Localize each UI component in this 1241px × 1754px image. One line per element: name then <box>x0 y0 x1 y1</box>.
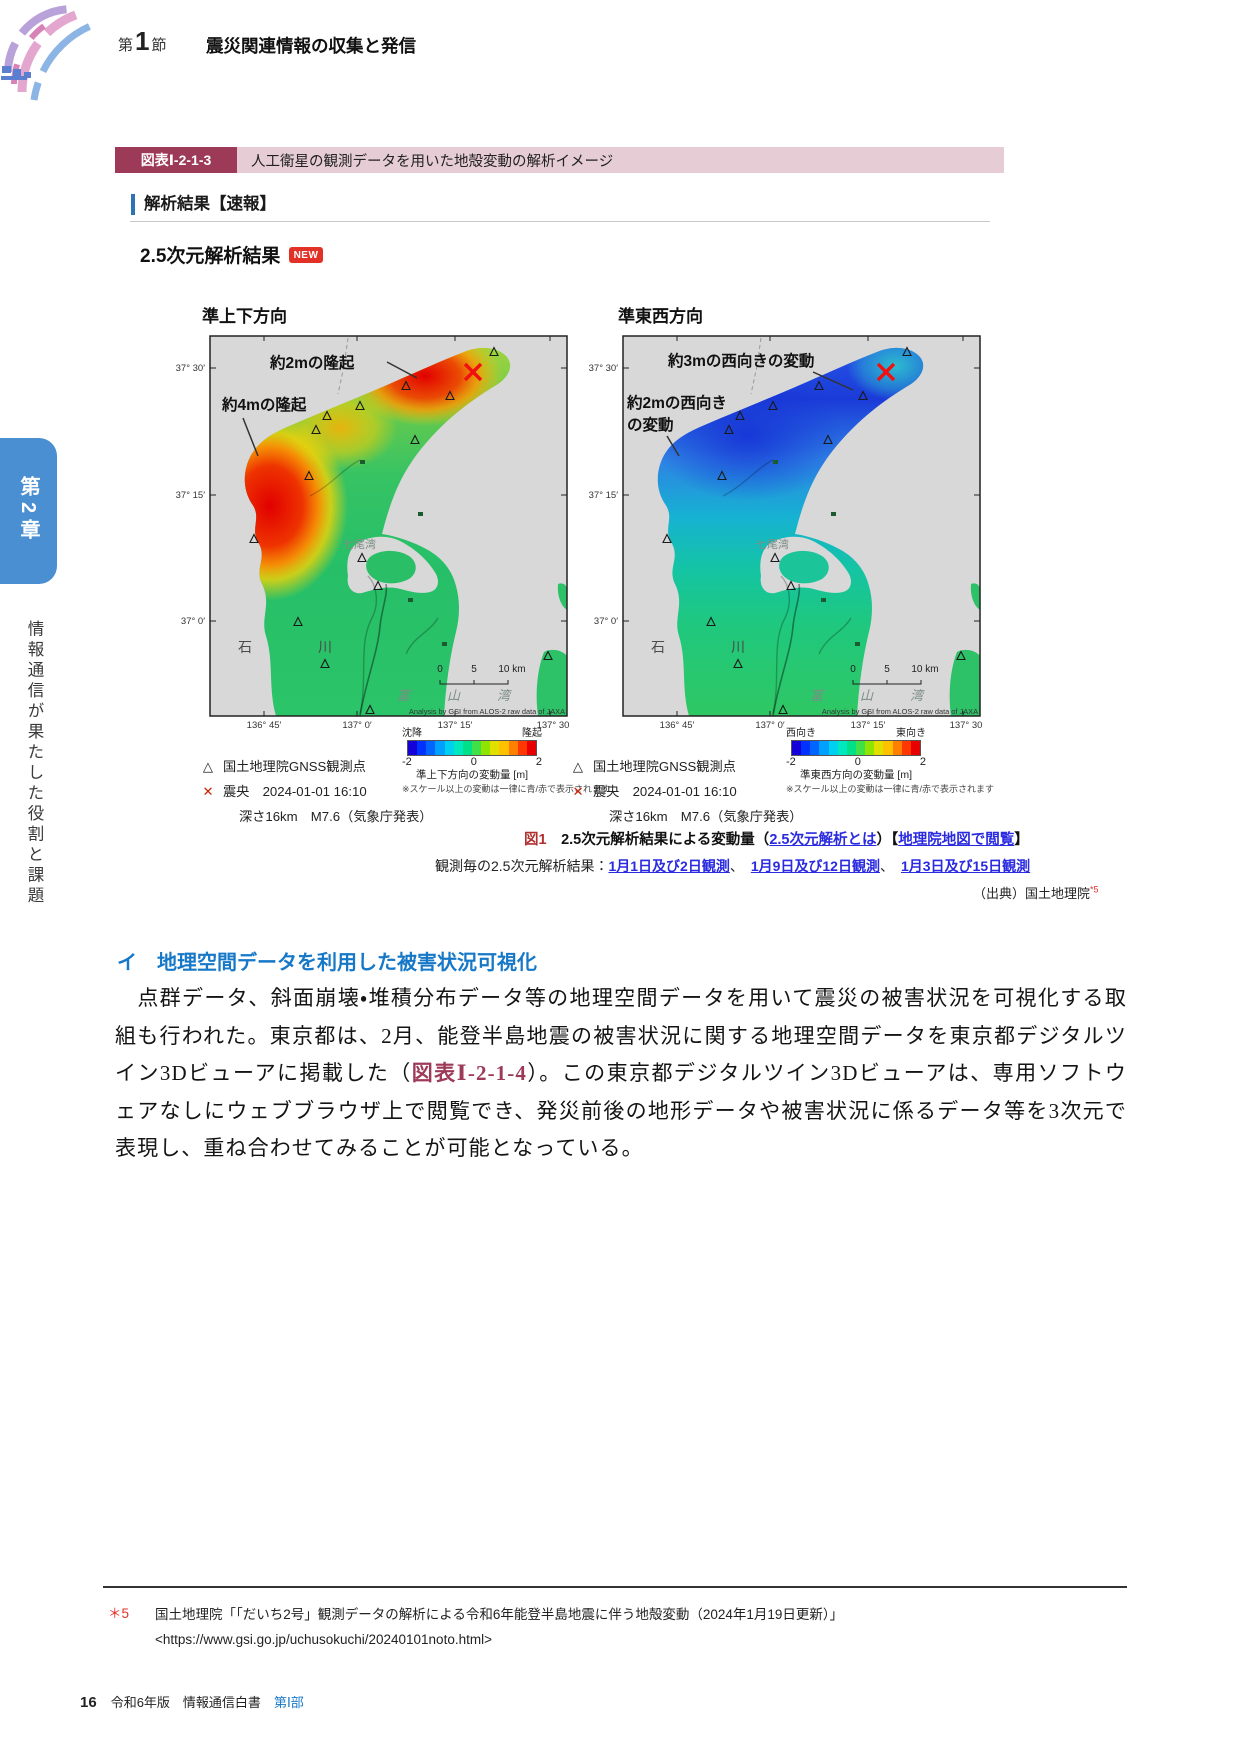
figure-caption: 図1 2.5次元解析結果による変動量（2.5次元解析とは）【地理院地図で閲覧】 <box>524 832 1029 848</box>
svg-text:約3mの西向きの変動: 約3mの西向きの変動 <box>667 351 814 370</box>
section-title: 震災関連情報の収集と発信 <box>206 36 416 56</box>
gnss-legend-label: 国土地理院GNSS観測点 <box>223 759 366 774</box>
svg-text:約4mの隆起: 約4mの隆起 <box>221 395 307 414</box>
epicenter-x-marker <box>463 362 483 382</box>
ishikawa-label-left: 石 <box>238 639 252 655</box>
epicenter-x-icon: ✕ <box>202 784 214 799</box>
link-obs-jan3-15[interactable]: 1月3日及び15日観測 <box>900 858 1031 874</box>
map-annotations-eastwest: 約3mの西向きの変動 約2mの西向き の変動 <box>626 351 854 457</box>
figure-title: 人工衛星の観測データを用いた地殻変動の解析イメージ <box>237 147 1004 173</box>
svg-text:5: 5 <box>471 664 477 675</box>
footnote-text: 国土地理院「「だいち2号」観測データの解析による令和6年能登半島地震に伴う地殻変… <box>155 1607 844 1622</box>
map-annotations-vertical: 約2mの隆起 約4mの隆起 <box>221 353 418 457</box>
section-prefix: 第 <box>118 37 134 54</box>
figure-label: 図表Ⅰ-2-1-3 <box>115 147 237 173</box>
link-obs-jan9-12[interactable]: 1月9日及び12日観測 <box>750 858 880 874</box>
notojima-island <box>779 550 829 584</box>
lon-tick: 137° 0′ <box>342 720 372 731</box>
colorbar-gradient <box>407 740 537 756</box>
epicenter-label: 震央 <box>223 784 250 799</box>
footnote: 国土地理院「「だいち2号」観測データの解析による令和6年能登半島地震に伴う地殻変… <box>155 1602 1075 1652</box>
nanao-bay-label: 七尾湾 <box>343 537 376 551</box>
lat-tick: 37° 30′ <box>176 363 206 374</box>
svg-text:約2mの西向き: 約2mの西向き <box>626 393 727 412</box>
scale-bar: 0 5 10 km <box>437 664 526 685</box>
lon-tick: 136° 45′ <box>247 720 282 731</box>
gnss-triangle-icon: △ <box>572 759 584 774</box>
colorbar-eastwest: 西向き 東向き -2 0 2 準東西方向の変動量 [m] ※スケール以上の変動は… <box>786 724 995 795</box>
link-gsi-map-view[interactable]: 地理院地図で閲覧 <box>898 832 1015 848</box>
subsection-heading: イ 地理空間データを利用した被害状況可視化 <box>117 952 537 974</box>
epicenter-time: 2024-01-01 16:10 <box>632 784 737 799</box>
colorbar-left-label: 沈降 <box>402 728 422 739</box>
map-vertical-deformation: 七尾湾 石 川 富 山 湾 0 5 10 km Analysis by GSI … <box>176 335 570 731</box>
map-credit: Analysis by GSI from ALOS-2 raw data of … <box>409 707 565 716</box>
section-suffix: 節 <box>151 37 167 54</box>
colorbar-title: 準上下方向の変動量 [m] <box>416 769 528 781</box>
new-badge: NEW <box>289 247 323 263</box>
toyama-bay-label: 富 山 湾 <box>397 688 512 703</box>
footer-part-label: 第Ⅰ部 <box>273 1695 304 1710</box>
figure-reference: 図表Ⅰ-2-1-4 <box>411 1061 527 1085</box>
source-footnote-ref: *5 <box>1090 884 1099 895</box>
footnote-divider <box>103 1586 1127 1588</box>
lat-tick: 37° 0′ <box>181 616 205 627</box>
gnss-legend-label: 国土地理院GNSS観測点 <box>593 759 736 774</box>
lat-tick: 37° 15′ <box>176 490 206 501</box>
ishikawa-label-right: 川 <box>318 639 332 655</box>
figure-caption-line2: 観測毎の2.5次元解析結果：1月1日及び2日観測、 1月9日及び12日観測、 1… <box>435 858 1031 874</box>
panel-divider <box>130 221 990 222</box>
colorbar-vertical: 沈降 隆起 -2 0 2 準上下方向の変動量 [m] ※スケール以上の変動は一律… <box>402 724 611 795</box>
section-number-digit: 1 <box>135 26 150 56</box>
colorbar-right-label: 東向き <box>896 728 926 739</box>
colorbar-right-label: 隆起 <box>522 728 542 739</box>
gnss-triangle-icon: △ <box>202 759 214 774</box>
epicenter-label: 震央 <box>593 784 620 799</box>
footnote-url: <https://www.gsi.go.jp/uchusokuchi/20240… <box>155 1632 492 1647</box>
page-footer: 16 令和6年版 情報通信白書 第Ⅰ部 <box>80 1692 304 1711</box>
epicenter-time: 2024-01-01 16:10 <box>262 784 367 799</box>
map-title-eastwest: 準東西方向 <box>618 307 703 326</box>
epicenter-detail: 深さ16km M7.6（気象庁発表） <box>609 809 803 824</box>
chapter-tab-label: 第2章 <box>17 476 39 546</box>
corner-decoration-logo <box>1 5 127 101</box>
colorbar-left-label: 西向き <box>786 728 816 739</box>
map-title-vertical: 準上下方向 <box>202 307 287 326</box>
map-eastwest-deformation: 約3mの西向きの変動 約2mの西向き の変動 <box>587 335 984 732</box>
legend-vertical-map: △ 国土地理院GNSS観測点 ✕ 震央 2024-01-01 16:10 深さ16k… <box>193 754 432 829</box>
epicenter-x-icon: ✕ <box>572 784 584 799</box>
svg-text:0: 0 <box>437 664 443 675</box>
caption-fig-number: 図1 <box>524 832 547 848</box>
legend-eastwest-map: △ 国土地理院GNSS観測点 ✕ 震央 2024-01-01 16:10 深さ16k… <box>563 754 802 829</box>
body-paragraph: 点群データ、斜面崩壊・堆積分布データ等の地理空間データを用いて震災の被害状況を可… <box>115 986 1128 1160</box>
footnote-marker: ＊5 <box>108 1606 130 1621</box>
lon-tick: 137° 15′ <box>438 720 473 731</box>
footer-book-title: 令和6年版 情報通信白書 第Ⅰ部 <box>110 1695 304 1710</box>
svg-text:の変動: の変動 <box>627 415 674 434</box>
chapter-tab: 第2章 <box>0 438 57 584</box>
panel-header: 解析結果【速報】 <box>131 194 276 215</box>
page-number: 16 <box>80 1694 97 1711</box>
colorbar-gradient <box>791 740 921 756</box>
colorbar-note: ※スケール以上の変動は一律に青/赤で表示されます <box>786 784 995 794</box>
epicenter-detail: 深さ16km M7.6（気象庁発表） <box>239 809 433 824</box>
colorbar-title: 準東西方向の変動量 [m] <box>800 769 912 781</box>
svg-text:10 km: 10 km <box>498 664 525 675</box>
figure-source: （出典）国土地理院*5 <box>973 884 1099 901</box>
result-heading: 2.5次元解析結果 <box>140 246 281 267</box>
colorbar-note: ※スケール以上の変動は一律に青/赤で表示されます <box>402 784 611 794</box>
notojima-island <box>366 550 416 584</box>
chapter-title-vertical: 情報通信が果たした役割と課題 <box>25 620 43 907</box>
lon-tick: 137° 30 <box>537 720 570 731</box>
link-what-is-25d[interactable]: 2.5次元解析とは <box>769 832 877 848</box>
link-obs-jan1-2[interactable]: 1月1日及び2日観測 <box>608 858 730 874</box>
svg-text:約2mの隆起: 約2mの隆起 <box>269 353 355 372</box>
